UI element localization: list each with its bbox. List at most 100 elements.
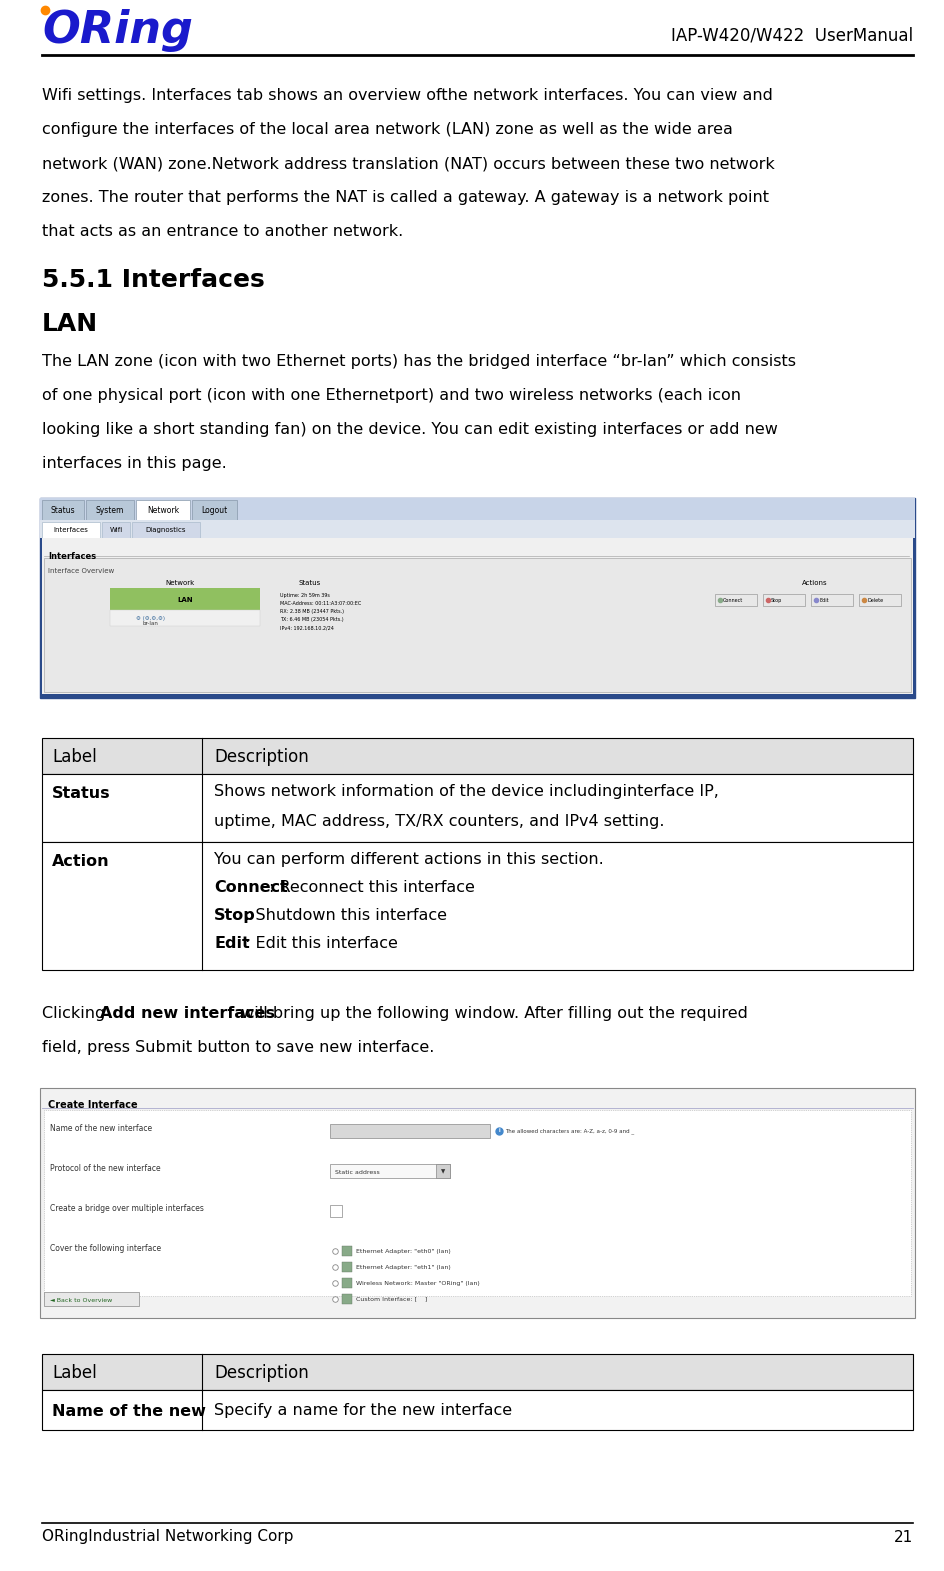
Text: Add new interfaces: Add new interfaces xyxy=(100,1005,276,1021)
Text: System: System xyxy=(95,506,124,514)
Bar xyxy=(44,1291,139,1306)
Text: Network: Network xyxy=(165,580,194,586)
Text: Stop: Stop xyxy=(213,908,256,924)
Text: field, press Submit button to save new interface.: field, press Submit button to save new i… xyxy=(42,1040,434,1056)
Text: Specify a name for the new interface: Specify a name for the new interface xyxy=(213,1403,512,1419)
Text: zones. The router that performs the NAT is called a gateway. A gateway is a netw: zones. The router that performs the NAT … xyxy=(42,190,768,204)
Text: Logout: Logout xyxy=(201,506,228,514)
Bar xyxy=(342,1262,351,1273)
Text: Diagnostics: Diagnostics xyxy=(145,526,186,533)
Text: LAN: LAN xyxy=(177,597,193,603)
Text: Edit: Edit xyxy=(213,936,249,950)
Text: Wifi settings. Interfaces tab shows an overview ofthe network interfaces. You ca: Wifi settings. Interfaces tab shows an o… xyxy=(42,88,772,104)
Text: Create Interface: Create Interface xyxy=(48,1100,138,1111)
Text: : Reconnect this interface: : Reconnect this interface xyxy=(268,880,474,895)
Text: The LAN zone (icon with two Ethernet ports) has the bridged interface “br-lan” w: The LAN zone (icon with two Ethernet por… xyxy=(42,353,795,369)
Text: Action: Action xyxy=(52,855,110,869)
Text: Delete: Delete xyxy=(866,597,883,603)
Bar xyxy=(110,588,260,610)
Text: Status: Status xyxy=(51,506,76,514)
Text: Uptime: 2h 59m 39s: Uptime: 2h 59m 39s xyxy=(279,592,329,599)
Bar xyxy=(110,610,260,625)
Text: ⚙ (⚙,⚙,⚙): ⚙ (⚙,⚙,⚙) xyxy=(135,616,164,621)
Bar xyxy=(42,1390,912,1430)
Text: Interfaces: Interfaces xyxy=(54,526,89,533)
Bar xyxy=(132,522,200,537)
Text: 5.5.1 Interfaces: 5.5.1 Interfaces xyxy=(42,269,264,292)
Text: Cover the following interface: Cover the following interface xyxy=(50,1244,161,1254)
Text: Name of the new interface: Name of the new interface xyxy=(50,1123,152,1133)
Text: Clicking: Clicking xyxy=(42,1005,110,1021)
Text: Description: Description xyxy=(213,1364,309,1382)
Bar xyxy=(42,500,84,520)
Text: RX: 2.38 MB (23447 Pkts.): RX: 2.38 MB (23447 Pkts.) xyxy=(279,610,344,614)
Bar xyxy=(858,594,900,606)
Bar xyxy=(40,498,914,698)
Bar xyxy=(44,1111,910,1296)
Bar xyxy=(40,1089,914,1318)
Bar xyxy=(42,775,912,842)
Bar xyxy=(42,537,912,694)
Bar xyxy=(329,1205,342,1218)
Text: The allowed characters are: A-Z, a-z, 0-9 and _: The allowed characters are: A-Z, a-z, 0-… xyxy=(504,1128,633,1134)
Bar xyxy=(42,1354,912,1390)
Bar xyxy=(102,522,130,537)
Text: Stop: Stop xyxy=(770,597,782,603)
Bar xyxy=(192,500,237,520)
Text: that acts as an entrance to another network.: that acts as an entrance to another netw… xyxy=(42,225,403,239)
Text: LAN: LAN xyxy=(42,313,98,336)
Bar xyxy=(86,500,134,520)
Text: looking like a short standing fan) on the device. You can edit existing interfac: looking like a short standing fan) on th… xyxy=(42,423,777,437)
Bar xyxy=(42,738,912,775)
Text: i: i xyxy=(497,1128,499,1134)
Text: IAP-W420/W422  UserManual: IAP-W420/W422 UserManual xyxy=(670,27,912,44)
Text: uptime, MAC address, TX/RX counters, and IPv4 setting.: uptime, MAC address, TX/RX counters, and… xyxy=(213,814,664,829)
Text: 21: 21 xyxy=(893,1530,912,1544)
Bar xyxy=(40,520,914,537)
Text: Create a bridge over multiple interfaces: Create a bridge over multiple interfaces xyxy=(50,1203,204,1213)
Text: TX: 6.46 MB (23054 Pkts.): TX: 6.46 MB (23054 Pkts.) xyxy=(279,617,344,622)
Text: Label: Label xyxy=(52,748,96,767)
Bar xyxy=(136,500,190,520)
Text: ▼: ▼ xyxy=(441,1169,445,1175)
Bar xyxy=(342,1295,351,1304)
Text: Description: Description xyxy=(213,748,309,767)
Bar xyxy=(342,1246,351,1255)
Text: Status: Status xyxy=(52,786,110,801)
Bar xyxy=(44,558,910,691)
Text: Ethernet Adapter: "eth1" (lan): Ethernet Adapter: "eth1" (lan) xyxy=(356,1265,450,1269)
Bar xyxy=(342,1277,351,1288)
Text: Wireless Network: Master "ORing" (lan): Wireless Network: Master "ORing" (lan) xyxy=(356,1280,480,1285)
Bar xyxy=(810,594,852,606)
Text: Shows network information of the device includinginterface IP,: Shows network information of the device … xyxy=(213,784,718,800)
Text: Network: Network xyxy=(146,506,178,514)
Text: ORing: ORing xyxy=(42,9,193,52)
Text: br-lan: br-lan xyxy=(142,621,158,625)
Text: Ethernet Adapter: "eth0" (lan): Ethernet Adapter: "eth0" (lan) xyxy=(356,1249,450,1254)
Text: Static address: Static address xyxy=(334,1169,379,1175)
Text: configure the interfaces of the local area network (LAN) zone as well as the wid: configure the interfaces of the local ar… xyxy=(42,123,733,137)
Text: of one physical port (icon with one Ethernetport) and two wireless networks (eac: of one physical port (icon with one Ethe… xyxy=(42,388,740,404)
Text: will bring up the following window. After filling out the required: will bring up the following window. Afte… xyxy=(235,1005,747,1021)
Text: Interfaces: Interfaces xyxy=(48,551,96,561)
Text: MAC-Address: 00:11:A3:07:00:EC: MAC-Address: 00:11:A3:07:00:EC xyxy=(279,602,361,606)
Bar xyxy=(715,594,756,606)
Text: Custom Interface: [    ]: Custom Interface: [ ] xyxy=(356,1296,427,1301)
Text: network (WAN) zone.Network address translation (NAT) occurs between these two ne: network (WAN) zone.Network address trans… xyxy=(42,156,774,171)
Text: Interface Overview: Interface Overview xyxy=(48,569,114,573)
Text: Protocol of the new interface: Protocol of the new interface xyxy=(50,1164,160,1174)
Text: : Shutdown this interface: : Shutdown this interface xyxy=(244,908,447,924)
Text: Label: Label xyxy=(52,1364,96,1382)
Text: You can perform different actions in this section.: You can perform different actions in thi… xyxy=(213,851,603,867)
Text: Wifi: Wifi xyxy=(110,526,123,533)
Bar xyxy=(42,522,100,537)
Text: Name of the new: Name of the new xyxy=(52,1403,206,1419)
Text: Status: Status xyxy=(298,580,321,586)
Text: Connect: Connect xyxy=(722,597,743,603)
Bar xyxy=(329,1164,449,1178)
Text: Connect: Connect xyxy=(213,880,288,895)
Text: interfaces in this page.: interfaces in this page. xyxy=(42,456,227,471)
Text: ◄ Back to Overview: ◄ Back to Overview xyxy=(50,1298,112,1302)
Bar xyxy=(762,594,804,606)
Text: : Edit this interface: : Edit this interface xyxy=(244,936,397,950)
